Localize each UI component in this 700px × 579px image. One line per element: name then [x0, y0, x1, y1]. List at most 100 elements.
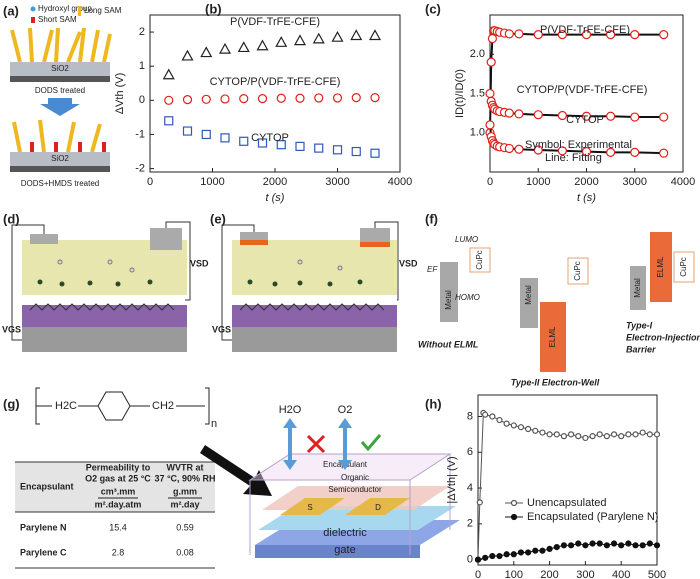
table-cell: 0.59	[176, 522, 194, 532]
marker	[646, 540, 653, 547]
marker	[239, 136, 249, 146]
drain-label: D	[375, 503, 381, 512]
electrode	[150, 228, 182, 250]
marker	[646, 431, 653, 438]
marker	[237, 41, 250, 53]
panel-g: (g) H2C CH2 n Encapsulant Permeability t…	[3, 387, 460, 569]
marker	[350, 29, 363, 41]
marker	[485, 120, 495, 130]
marker	[275, 36, 288, 47]
marker	[532, 547, 539, 554]
table-cell: Parylene C	[20, 547, 67, 557]
y-tick-label: -2	[135, 162, 145, 174]
cupc-block	[469, 247, 491, 273]
metal-label: Metal	[633, 278, 642, 298]
plot-frame	[477, 394, 658, 566]
metal-label: Metal	[524, 285, 533, 305]
marker	[504, 108, 514, 118]
panel-label: (b)	[205, 1, 222, 16]
h2o-label: H2O	[279, 404, 302, 416]
marker	[331, 30, 344, 42]
x-tick-label: 100	[505, 569, 523, 579]
marker	[514, 109, 524, 119]
marker	[504, 143, 514, 154]
marker	[606, 30, 616, 40]
marker	[239, 94, 249, 104]
arrow	[40, 98, 80, 116]
arrow-head	[338, 418, 352, 428]
metal-block	[630, 266, 646, 310]
marker	[560, 433, 568, 440]
x-tick-label: 2000	[263, 176, 287, 188]
x-tick-label: 0	[487, 176, 493, 188]
marker	[581, 30, 592, 40]
marker	[589, 433, 596, 440]
marker	[659, 148, 669, 158]
table-header: WVTR at	[167, 462, 204, 472]
long-sam	[12, 119, 102, 153]
y-tick-label: 0	[139, 94, 145, 106]
marker	[476, 499, 483, 506]
gate-layer	[232, 327, 397, 352]
marker	[610, 540, 618, 547]
x-tick-label: 500	[648, 569, 666, 579]
charges	[37, 259, 153, 287]
hydroxyl	[29, 303, 175, 311]
series-label: CYTOP/P(VDF-TrFE-CFE)	[210, 76, 341, 88]
x-tick-label: 400	[612, 569, 630, 579]
x-tick-label: 4000	[388, 176, 412, 188]
semiconductor-label: Organic	[341, 473, 369, 482]
elml-label: ELML	[656, 256, 665, 277]
marker	[639, 429, 646, 436]
o2-label: O2	[338, 404, 353, 416]
y-tick-label: 8	[467, 410, 473, 422]
caption: Type-II Electron-Well	[511, 377, 600, 387]
metal-label: Metal	[444, 290, 453, 310]
gate-layer	[255, 545, 420, 558]
table-cell: 15.4	[109, 522, 127, 532]
y-tick-label: 4	[467, 482, 473, 494]
series-line	[477, 411, 657, 560]
y-tick-label: 0	[467, 554, 473, 566]
marker	[618, 433, 625, 440]
marker	[632, 542, 639, 549]
marker	[295, 93, 305, 103]
marker	[533, 110, 543, 120]
cupc-block	[673, 251, 695, 283]
marker	[632, 431, 639, 438]
series-label: CYTOP/P(VDF-TrFE-CFE)	[517, 84, 648, 96]
gate-label: gate	[334, 544, 355, 556]
panel-label: (h)	[425, 396, 442, 411]
marker	[525, 549, 532, 556]
plot-frame	[149, 14, 401, 173]
cupc-label: CuPc	[573, 261, 582, 281]
marker	[295, 141, 305, 152]
short-sam	[30, 142, 106, 152]
caption: DODS treated	[35, 86, 85, 95]
marker	[182, 95, 193, 105]
table-header: m².day	[170, 499, 199, 509]
table-header: cm³.mm	[101, 486, 136, 496]
arrow-head	[283, 460, 297, 470]
ef-label: EF	[427, 265, 438, 274]
substrate-label: SiO2	[51, 154, 69, 163]
marker	[370, 148, 380, 158]
elml	[360, 242, 390, 247]
annotation: Symbol: Experimental	[525, 139, 632, 151]
elml-block	[540, 302, 566, 372]
marker	[603, 433, 610, 440]
marker	[653, 542, 661, 549]
cupc-block	[567, 257, 589, 285]
marker	[486, 57, 496, 67]
pointer-arrow	[200, 445, 272, 496]
marker	[218, 42, 232, 54]
y-tick-label: 2	[139, 26, 145, 38]
panel-a: (a) Hydroxyl group Short SAM Long SAM Si…	[3, 3, 122, 188]
y-axis-title: ΔVth (V)	[114, 73, 126, 115]
marker	[606, 111, 616, 121]
substrate-label: SiO2	[51, 64, 69, 73]
marker	[581, 146, 592, 157]
caption: Type-I	[626, 320, 653, 330]
marker	[589, 540, 596, 547]
hydroxyl	[239, 303, 385, 311]
